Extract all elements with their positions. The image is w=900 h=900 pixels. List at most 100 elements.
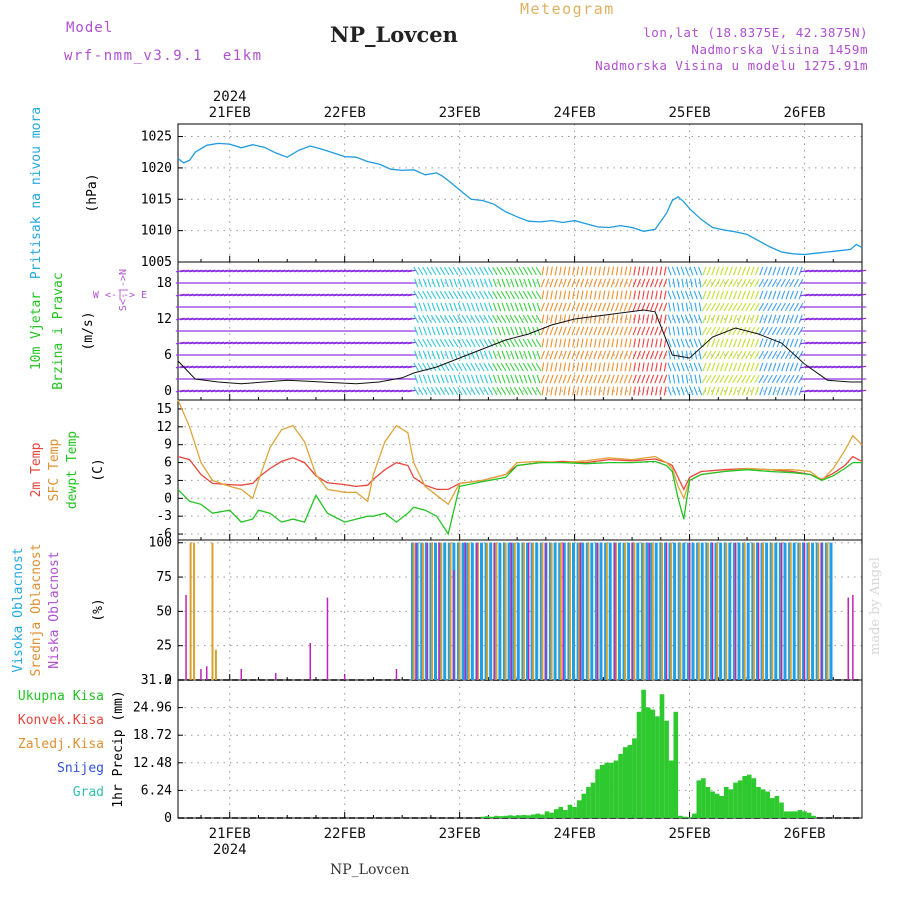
wind-barb: [741, 290, 746, 300]
wind-barb: [597, 326, 602, 336]
wind-barb: [813, 293, 823, 297]
precip-bar: [714, 793, 720, 818]
wind-barb: [466, 374, 471, 384]
wind-barb: [723, 302, 730, 312]
wind-barb: [381, 269, 391, 273]
wind-barb: [580, 338, 584, 348]
wind-barb: [563, 386, 567, 396]
wind-barb: [642, 338, 645, 348]
wind-barb: [550, 338, 553, 348]
wind-barb: [483, 338, 489, 348]
wind-barb: [693, 266, 698, 276]
wind-barb: [813, 269, 823, 273]
wind-barb: [676, 314, 681, 324]
wind-barb: [492, 290, 498, 300]
wind-barb: [245, 293, 255, 297]
wind-barb: [680, 386, 685, 396]
wind-barb: [719, 278, 725, 288]
wind-barb: [724, 290, 729, 300]
wind-barb: [385, 389, 395, 393]
wind-barb: [724, 314, 729, 324]
wind-barb: [496, 290, 502, 300]
wind-barb: [628, 326, 633, 336]
wind-barb: [402, 269, 412, 273]
wind-barb: [857, 293, 867, 297]
wind-barb: [422, 302, 428, 312]
wind-barb: [620, 290, 623, 300]
wind-barb: [333, 365, 343, 369]
wind-barb: [381, 389, 391, 393]
wind-barb: [435, 338, 441, 348]
cloud-bar: [663, 542, 667, 680]
clouds-ytick-label: 0: [164, 673, 172, 688]
wind-barb: [694, 374, 698, 384]
wind-barb: [597, 278, 602, 288]
wind-barb: [562, 278, 567, 288]
wind-barb: [763, 290, 768, 300]
wind-barb: [541, 290, 545, 300]
wind-barb: [350, 269, 360, 273]
wind-barb: [488, 350, 493, 360]
wind-barb: [645, 326, 650, 336]
header-elevation: Nadmorska Visina 1459m: [691, 42, 868, 57]
wind-barb: [685, 302, 689, 312]
temp-ylabel: SFC Temp: [47, 439, 62, 502]
wind-barb: [267, 389, 277, 393]
wind-barb: [601, 302, 607, 312]
cloud-bar: [624, 542, 627, 680]
wind-barb: [414, 326, 419, 336]
wind-barb: [737, 386, 742, 396]
wind-barb: [461, 314, 467, 324]
wind-barb: [732, 338, 738, 348]
wind-barb: [535, 314, 542, 324]
wind-barb: [431, 350, 436, 360]
wind-barb: [280, 317, 290, 321]
wind-barb: [580, 350, 585, 360]
clouds-ytick-label: 25: [156, 639, 172, 654]
wind-barb: [628, 266, 632, 276]
wind-barb: [698, 362, 703, 372]
wind-barb: [693, 362, 698, 372]
wind-barb: [804, 293, 814, 297]
cloud-bar: [477, 542, 479, 680]
wind-barb: [341, 269, 351, 273]
precip-bar: [503, 815, 508, 818]
wind-barb: [659, 314, 663, 324]
wind-barb: [636, 350, 642, 360]
wind-barb: [668, 350, 671, 360]
wind-barb: [368, 317, 377, 321]
cloud-series-1: [189, 542, 829, 680]
wind-barb: [197, 389, 207, 393]
cloud-bar: [769, 542, 773, 680]
wind-barb: [835, 365, 845, 369]
wind-barb: [611, 314, 615, 324]
wind-barb: [654, 278, 659, 288]
wind-barb: [715, 290, 720, 300]
wind-barb: [711, 386, 716, 396]
cloud-bar: [723, 542, 727, 680]
wind-barb: [572, 338, 575, 348]
wind-barb: [589, 386, 593, 396]
wind-barb: [180, 365, 190, 369]
wind-barb: [593, 386, 597, 396]
precip-bar: [609, 762, 614, 818]
wind-barb: [341, 341, 351, 345]
wind-barb: [676, 278, 680, 288]
wind-barb: [298, 293, 308, 297]
wind-barb: [698, 314, 703, 324]
precip-bars: [480, 689, 816, 819]
wind-barb: [285, 293, 294, 297]
wind-barb: [684, 314, 690, 324]
wind-barb: [714, 278, 721, 288]
wind-barb: [619, 326, 624, 336]
wind-barb: [809, 365, 819, 369]
wind-barb: [522, 338, 529, 348]
wind-barb: [479, 326, 484, 336]
wind-barb: [680, 338, 685, 348]
wind-barb: [690, 374, 693, 384]
wind-barb: [668, 374, 671, 384]
wind-barb: [676, 326, 680, 336]
wind-barb: [728, 302, 734, 312]
wind-barb: [636, 278, 642, 288]
wind-barb: [649, 278, 655, 288]
